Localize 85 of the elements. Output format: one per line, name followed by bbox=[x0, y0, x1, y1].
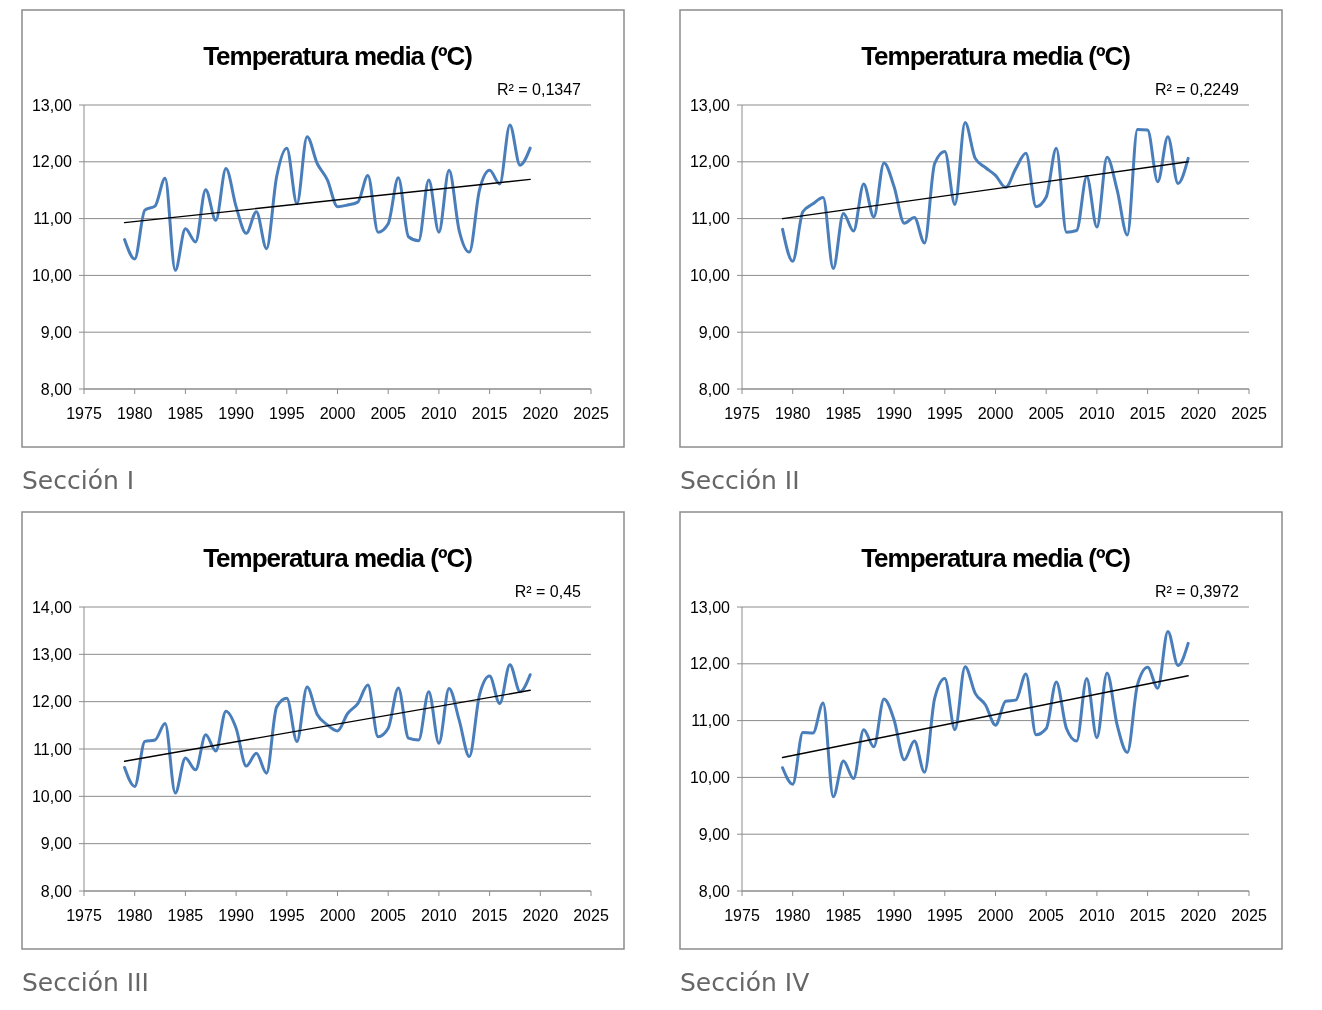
x-tick-label: 2025 bbox=[1231, 907, 1267, 924]
x-tick-label: 1990 bbox=[218, 907, 254, 924]
x-tick-label: 2005 bbox=[1028, 907, 1065, 924]
y-tick-label: 8,00 bbox=[40, 882, 73, 900]
y-tick-label: 13,00 bbox=[689, 96, 731, 114]
x-tick-label: 1985 bbox=[167, 405, 204, 422]
y-tick-label: 13,00 bbox=[31, 96, 73, 114]
text: Sección II bbox=[680, 466, 800, 495]
y-tick-label: 11,00 bbox=[691, 712, 731, 730]
text: Sección IV bbox=[680, 968, 810, 997]
x-tick-label: 2015 bbox=[471, 405, 508, 422]
x-tick-label: 1980 bbox=[774, 405, 811, 422]
x-tick-label: 1980 bbox=[774, 907, 811, 924]
y-tick-label: 8,00 bbox=[698, 380, 731, 398]
x-tick-label: 2010 bbox=[421, 907, 457, 924]
text: R² = 0,3972 bbox=[1154, 583, 1240, 600]
y-tick-label: 14,00 bbox=[31, 598, 73, 616]
text: R² = 0,1347 bbox=[496, 81, 582, 98]
line-series bbox=[781, 629, 1190, 799]
x-tick-label: 1985 bbox=[825, 405, 862, 422]
x-tick-label: 1990 bbox=[876, 907, 912, 924]
line-series bbox=[781, 121, 1190, 271]
y-tick-label: 8,00 bbox=[698, 882, 731, 900]
x-tick-label: 1995 bbox=[927, 405, 963, 422]
x-tick-label: 2025 bbox=[573, 907, 609, 924]
x-tick-label: 2020 bbox=[522, 405, 559, 422]
x-tick-label: 2005 bbox=[370, 405, 407, 422]
x-tick-label: 2010 bbox=[1079, 907, 1115, 924]
y-tick-label: 11,00 bbox=[691, 210, 731, 228]
x-tick-label: 2015 bbox=[471, 907, 508, 924]
x-tick-label: 2000 bbox=[977, 907, 1014, 924]
x-tick-label: 1975 bbox=[724, 405, 760, 422]
x-tick-label: 2000 bbox=[319, 405, 356, 422]
y-tick-label: 11,00 bbox=[33, 210, 73, 228]
y-tick-label: 10,00 bbox=[31, 267, 73, 284]
text: Sección III bbox=[22, 968, 149, 997]
x-tick-label: 2005 bbox=[370, 907, 407, 924]
y-tick-label: 9,00 bbox=[698, 825, 731, 843]
x-tick-label: 1980 bbox=[116, 907, 153, 924]
y-tick-label: 12,00 bbox=[689, 153, 731, 171]
x-tick-label: 1995 bbox=[269, 907, 305, 924]
x-tick-label: 2020 bbox=[1180, 405, 1217, 422]
x-tick-label: 1975 bbox=[66, 405, 102, 422]
text: R² = 0,45 bbox=[514, 583, 582, 600]
y-tick-label: 9,00 bbox=[40, 323, 73, 341]
x-tick-label: 2015 bbox=[1129, 405, 1166, 422]
y-tick-label: 13,00 bbox=[31, 645, 73, 663]
y-tick-label: 10,00 bbox=[689, 267, 731, 284]
y-tick-label: 10,00 bbox=[31, 787, 73, 805]
y-tick-label: 12,00 bbox=[31, 693, 73, 711]
y-tick-label: 13,00 bbox=[689, 598, 731, 616]
x-tick-label: 2000 bbox=[319, 907, 356, 924]
x-tick-label: 1990 bbox=[218, 405, 254, 422]
x-tick-label: 1985 bbox=[167, 907, 204, 924]
x-tick-label: 1980 bbox=[116, 405, 153, 422]
x-tick-label: 1995 bbox=[269, 405, 305, 422]
y-tick-label: 9,00 bbox=[40, 835, 73, 853]
y-tick-label: 11,00 bbox=[33, 740, 73, 758]
text: R² = 0,2249 bbox=[1154, 81, 1240, 98]
y-tick-label: 8,00 bbox=[40, 380, 73, 398]
y-tick-label: 12,00 bbox=[689, 655, 731, 673]
y-tick-label: 10,00 bbox=[689, 769, 731, 786]
chart-title: Temperatura media (ºC) bbox=[203, 41, 473, 71]
x-tick-label: 1985 bbox=[825, 907, 862, 924]
x-tick-label: 2020 bbox=[1180, 907, 1217, 924]
x-tick-label: 1975 bbox=[66, 907, 102, 924]
x-tick-label: 2020 bbox=[522, 907, 559, 924]
x-tick-label: 2025 bbox=[573, 405, 609, 422]
chart-title: Temperatura media (ºC) bbox=[861, 543, 1131, 573]
x-tick-label: 2025 bbox=[1231, 405, 1267, 422]
x-tick-label: 2005 bbox=[1028, 405, 1065, 422]
x-tick-label: 1975 bbox=[724, 907, 760, 924]
chart-title: Temperatura media (ºC) bbox=[203, 543, 473, 573]
x-tick-label: 2015 bbox=[1129, 907, 1166, 924]
line-series bbox=[123, 663, 532, 795]
chart-title: Temperatura media (ºC) bbox=[861, 41, 1131, 71]
x-tick-label: 1995 bbox=[927, 907, 963, 924]
x-tick-label: 2000 bbox=[977, 405, 1014, 422]
y-tick-label: 12,00 bbox=[31, 153, 73, 171]
text: Sección I bbox=[22, 466, 135, 495]
line-series bbox=[123, 123, 532, 272]
x-tick-label: 2010 bbox=[421, 405, 457, 422]
y-tick-label: 9,00 bbox=[698, 323, 731, 341]
x-tick-label: 2010 bbox=[1079, 405, 1115, 422]
x-tick-label: 1990 bbox=[876, 405, 912, 422]
